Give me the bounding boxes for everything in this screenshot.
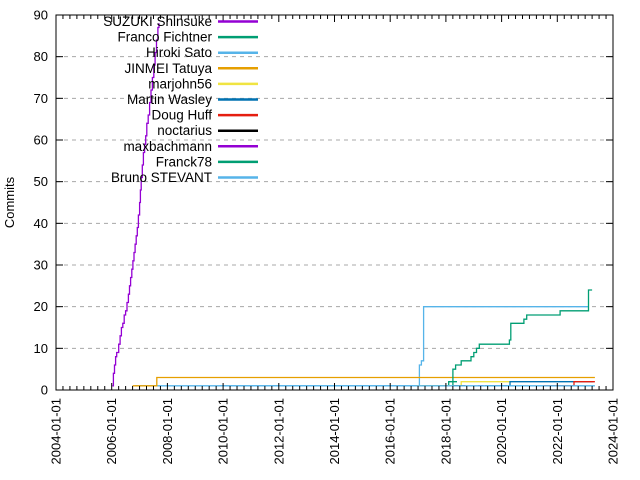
y-tick-label: 40 [34, 216, 48, 231]
legend-label: Franck78 [156, 154, 212, 169]
legend-entry-bruno-stevant: Bruno STEVANT [111, 170, 258, 185]
legend-entry-suzuki-shinsuke: SUZUKI Shinsuke [103, 14, 258, 29]
legend-entry-franco-fichtner: Franco Fichtner [117, 30, 258, 45]
series-line-hiroki-sato [135, 306, 588, 387]
legend-entry-marjohn56: marjohn56 [148, 76, 258, 91]
y-tick-label: 10 [34, 341, 48, 356]
legend-entry-maxbachmann: maxbachmann [123, 139, 258, 154]
series-group [112, 23, 595, 387]
legend-label: Martin Wasley [127, 92, 212, 107]
y-tick-label: 20 [34, 299, 48, 314]
x-tick-label: 2014-01-01 [327, 398, 342, 465]
x-tick-label: 2012-01-01 [271, 398, 286, 465]
series-line-jinmei-tatuya [132, 376, 595, 387]
legend-label: Bruno STEVANT [111, 170, 212, 185]
x-tick-label: 2016-01-01 [383, 398, 398, 465]
x-tick-label: 2010-01-01 [216, 398, 231, 465]
legend-entry-hiroki-sato: Hiroki Sato [146, 45, 258, 60]
legend-entry-jinmei-tatuya: JINMEI Tatuya [124, 61, 258, 76]
x-tick-label: 2006-01-01 [104, 398, 119, 465]
legend-entry-franck78: Franck78 [156, 154, 258, 169]
legend-label: Franco Fichtner [117, 30, 212, 45]
x-tick-label: 2018-01-01 [438, 398, 453, 465]
legend-label: marjohn56 [148, 76, 212, 91]
y-tick-label: 70 [34, 91, 48, 106]
legend-label: maxbachmann [123, 139, 212, 154]
x-tick-label: 2004-01-01 [49, 398, 64, 465]
legend-entry-doug-huff: Doug Huff [151, 108, 258, 123]
legend-entry-noctarius: noctarius [157, 123, 258, 138]
y-tick-label: 80 [34, 49, 48, 64]
legend-entry-martin-wasley: Martin Wasley [127, 92, 258, 107]
x-tick-label: 2024-01-01 [606, 398, 621, 465]
y-tick-label: 30 [34, 258, 48, 273]
series-line-franck78 [452, 289, 593, 387]
series-line-suzuki-shinsuke [112, 23, 160, 387]
legend-label: noctarius [157, 123, 212, 138]
legend-label: SUZUKI Shinsuke [103, 14, 212, 29]
y-tick-label: 90 [34, 8, 48, 23]
legend-label: JINMEI Tatuya [124, 61, 212, 76]
x-tick-label: 2022-01-01 [550, 398, 565, 465]
axis-labels: 0 10 20 30 40 50 60 70 80 90 2004-01-01 2006-01-01 2… [2, 8, 621, 465]
x-tick-label: 2008-01-01 [160, 398, 175, 465]
legend-label: Doug Huff [151, 108, 212, 123]
y-tick-label: 60 [34, 133, 48, 148]
y-axis-title: Commits [2, 176, 17, 228]
x-tick-label: 2020-01-01 [494, 398, 509, 465]
legend-label: Hiroki Sato [146, 45, 212, 60]
y-tick-label: 0 [41, 383, 48, 398]
y-tick-label: 50 [34, 174, 48, 189]
axis-ticks [55, 14, 614, 391]
